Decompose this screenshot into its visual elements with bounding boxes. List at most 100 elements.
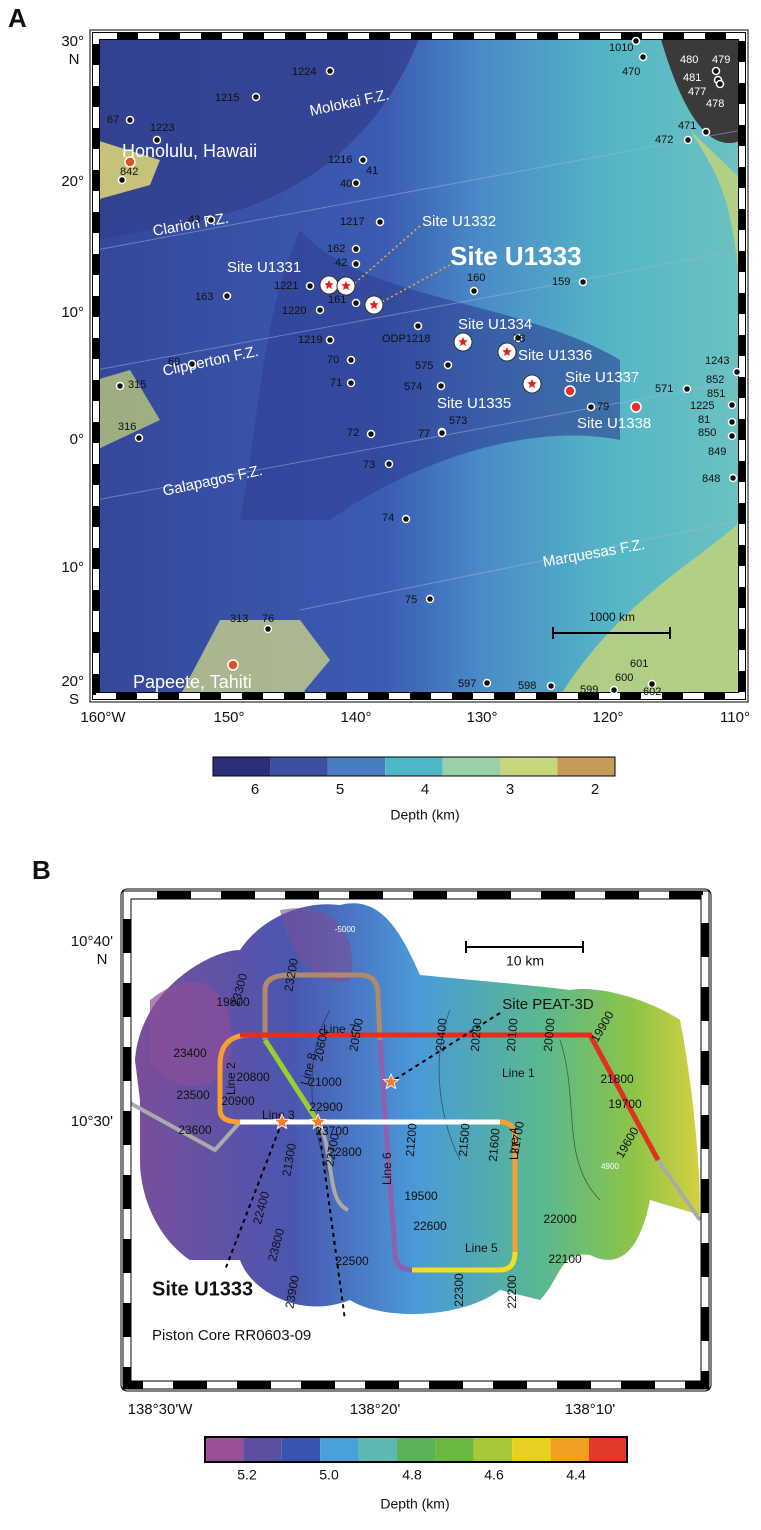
site-label: 160 — [467, 272, 485, 284]
colorbar-tick-label: 4.8 — [402, 1467, 422, 1483]
site-dot — [638, 52, 648, 62]
site-dot — [401, 514, 411, 524]
shotpoint-label: 22600 — [413, 1219, 447, 1233]
colorbar-title: Depth (km) — [390, 807, 459, 823]
site-dot — [366, 429, 376, 439]
lon-tick-label: 120° — [592, 709, 623, 726]
shotpoint-label: 21200 — [403, 1122, 420, 1157]
shotpoint-label: 22700 — [322, 1132, 342, 1168]
site-label: 79 — [597, 401, 609, 413]
site-label: 480 — [680, 54, 698, 66]
site-dot — [351, 244, 361, 254]
shotpoint-label: 20000 — [541, 1017, 558, 1052]
lat-tick-label: 10° — [61, 559, 84, 576]
shotpoint-label: 21500 — [456, 1122, 473, 1157]
contour-label: 4900 — [601, 1162, 619, 1171]
site-label: 849 — [708, 446, 726, 458]
lon-tick-label: 110° — [720, 709, 750, 726]
site-label: 41 — [366, 165, 378, 177]
colorbar-frame — [204, 1436, 628, 1463]
site-label: 1225 — [690, 400, 714, 412]
colorbar-tick-label: 5.0 — [319, 1467, 339, 1483]
site-dot — [732, 367, 742, 377]
colorbar-cell — [512, 1437, 551, 1462]
shotpoint-label: 20500 — [346, 1017, 366, 1053]
site-star — [273, 1112, 291, 1130]
panel-label: A — [8, 3, 27, 33]
place-label: Site U1333 — [450, 241, 582, 271]
lat-tick-label: 30° — [61, 33, 84, 50]
site-dot — [351, 298, 361, 308]
line-label: Line 1 — [502, 1066, 535, 1080]
shotpoint-label: 20900 — [221, 1094, 255, 1108]
site-dot — [437, 428, 447, 438]
site-label: 851 — [707, 388, 725, 400]
site-label: 574 — [404, 381, 422, 393]
site-label: 600 — [615, 672, 633, 684]
lon-tick-label: 138°10' — [565, 1401, 616, 1418]
site-label: 77 — [418, 428, 430, 440]
place-label: Papeete, Tahiti — [133, 672, 252, 692]
line-label: Line 4 — [507, 1127, 521, 1160]
place-label: Honolulu, Hawaii — [122, 141, 257, 161]
shotpoint-label: 23700 — [315, 1124, 349, 1138]
site-dot — [346, 378, 356, 388]
site-dot — [325, 335, 335, 345]
shotpoint-label: 22200 — [505, 1275, 519, 1309]
shotpoint-label: 20600 — [311, 1027, 331, 1063]
colorbar-cell — [358, 1437, 397, 1462]
shotpoint-label: 23600 — [178, 1123, 212, 1137]
site-dot — [152, 135, 162, 145]
colorbar-cell — [550, 1437, 589, 1462]
site-dot — [305, 281, 315, 291]
site-dot — [715, 79, 725, 89]
colorbar-cell — [213, 757, 271, 776]
colorbar-cell — [205, 1437, 244, 1462]
site-label: 313 — [230, 613, 248, 625]
lon-tick-label: 130° — [466, 709, 497, 726]
site-dot — [647, 679, 657, 689]
site-label: 479 — [712, 54, 730, 66]
shotpoint-label: 21800 — [600, 1072, 634, 1086]
line-label: Line 7 — [323, 1022, 356, 1036]
site-dot — [701, 127, 711, 137]
site-label: 71 — [330, 377, 342, 389]
site-dot — [115, 381, 125, 391]
site-star — [309, 1112, 327, 1130]
colorbar-cell — [500, 757, 558, 776]
hemisphere-label: N — [97, 951, 108, 968]
site-label: 481 — [683, 72, 701, 84]
colorbar-cell — [589, 1437, 628, 1462]
site-dot — [351, 259, 361, 269]
site-label: 478 — [706, 98, 724, 110]
line-label: Line 5 — [465, 1241, 498, 1255]
site-label: 159 — [552, 276, 570, 288]
place-label: Site U1331 — [227, 259, 301, 276]
site-label: 163 — [195, 291, 213, 303]
site-dot — [413, 321, 423, 331]
site-label: 599 — [580, 684, 598, 696]
site-label: 43 — [188, 214, 200, 226]
site-label: 1221 — [274, 280, 298, 292]
shotpoint-label: 22100 — [548, 1252, 582, 1266]
lon-tick-label: 160°W — [80, 709, 126, 726]
map-a — [89, 29, 749, 703]
colorbar-frame — [212, 756, 616, 777]
site-label: 1216 — [328, 154, 352, 166]
site-dot — [358, 155, 368, 165]
site-label: 78 — [513, 333, 525, 345]
colorbar-tick-label: 4.4 — [566, 1467, 586, 1483]
site-label: 1219 — [298, 334, 322, 346]
shotpoint-label: 22300 — [452, 1273, 466, 1307]
lat-tick-label: 10°30' — [71, 1113, 113, 1130]
site-label: 575 — [415, 360, 433, 372]
site-dot — [222, 291, 232, 301]
site-label: 73 — [363, 459, 375, 471]
site-label: 67 — [107, 114, 119, 126]
site-dot — [325, 66, 335, 76]
shotpoint-label: 23200 — [281, 957, 301, 993]
site-star — [500, 344, 514, 358]
colorbar-cell — [270, 757, 328, 776]
site-label: 162 — [327, 243, 345, 255]
